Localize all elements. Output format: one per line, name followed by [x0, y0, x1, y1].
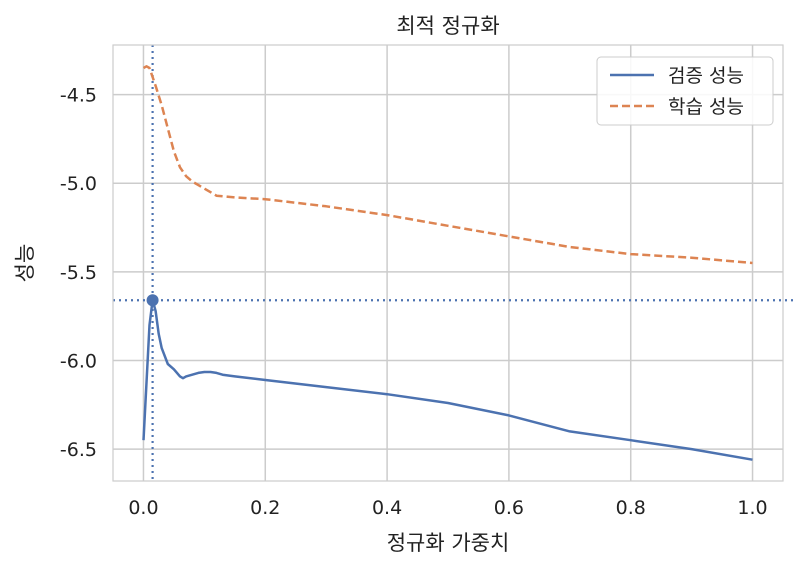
- y-tick-label: -4.5: [60, 85, 97, 107]
- optimum-point: [146, 294, 159, 307]
- legend-label-training: 학습 성능: [668, 96, 744, 118]
- legend: 검증 성능 학습 성능: [596, 56, 774, 126]
- y-axis-ticks: -4.5 -5.0 -5.5 -6.0 -6.5: [60, 85, 97, 461]
- y-tick-label: -5.0: [60, 173, 97, 195]
- legend-label-validation: 검증 성능: [668, 65, 744, 87]
- grid: [113, 45, 783, 481]
- x-tick-label: 0.2: [250, 497, 280, 519]
- x-tick-label: 1.0: [737, 497, 767, 519]
- optimum-markers: [146, 294, 159, 307]
- plot-frame: [112, 44, 784, 482]
- y-axis-title: 성능: [13, 244, 37, 283]
- x-axis-ticks: 0.0 0.2 0.4 0.6 0.8 1.0: [128, 497, 767, 519]
- x-tick-label: 0.0: [128, 497, 158, 519]
- y-tick-label: -6.0: [60, 350, 97, 372]
- x-axis-title: 정규화 가중치: [387, 531, 510, 555]
- training-line: [142, 65, 753, 265]
- y-tick-label: -5.5: [60, 262, 97, 284]
- reference-lines: [113, 45, 796, 481]
- x-tick-label: 0.6: [494, 497, 524, 519]
- validation-line: [142, 298, 753, 461]
- series-lines: [142, 65, 753, 461]
- chart-title: 최적 정규화: [396, 14, 499, 38]
- x-tick-label: 0.4: [372, 497, 402, 519]
- y-tick-label: -6.5: [60, 439, 97, 461]
- x-tick-label: 0.8: [616, 497, 646, 519]
